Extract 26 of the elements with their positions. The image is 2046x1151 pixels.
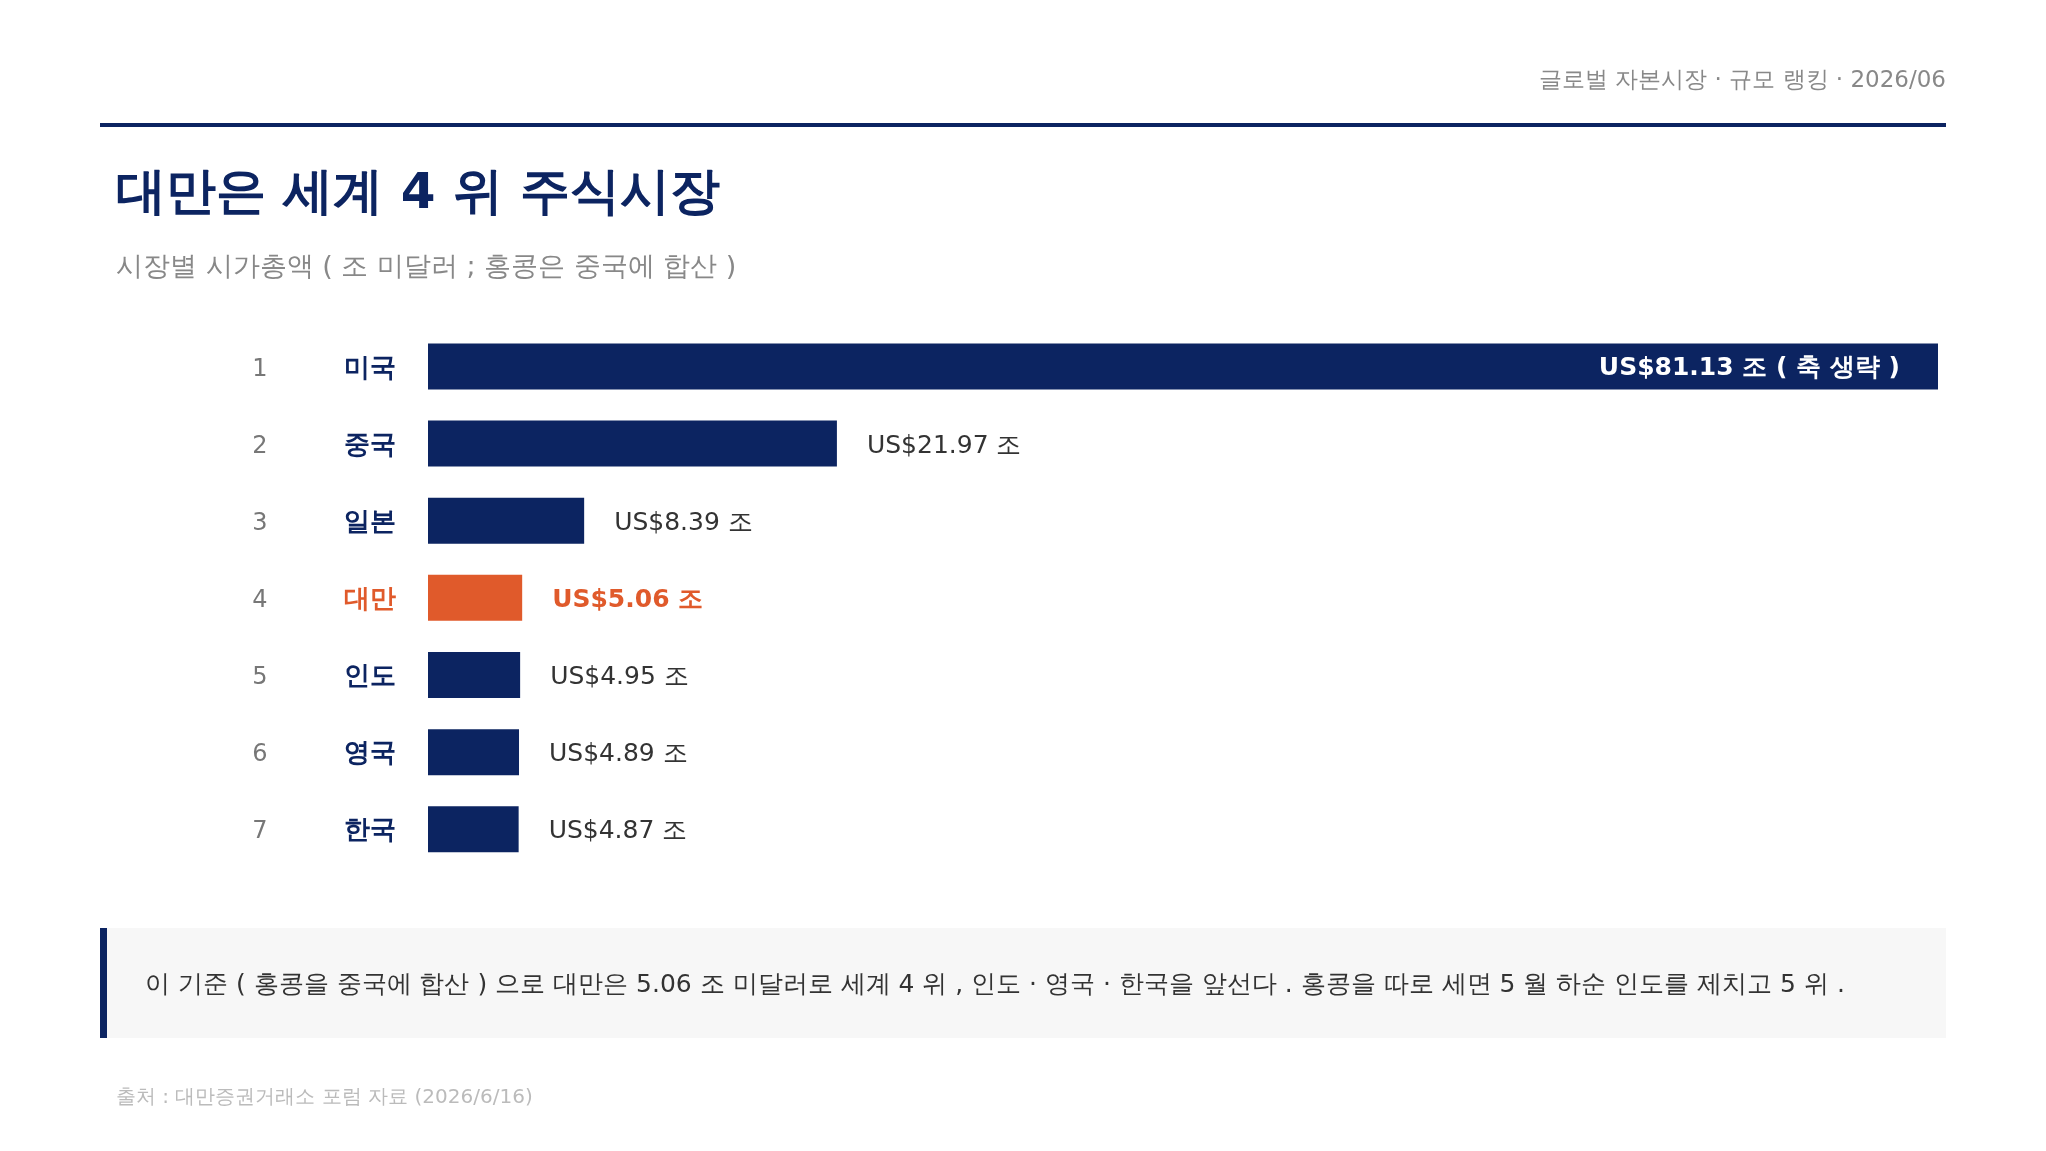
bar [428, 806, 519, 853]
bar [428, 729, 520, 776]
text: 글로벌 자본시장 · 규모 랭킹 · 2026/06 [1538, 65, 1946, 94]
category-label: 5 인도 [252, 660, 396, 691]
data-label: US$4.89 조 [549, 738, 688, 768]
category-label: 1 미국 [252, 351, 396, 382]
category-label: 2 중국 [252, 428, 396, 459]
bar [428, 420, 837, 467]
data-label: US$8.39 조 [614, 506, 753, 536]
bar [428, 497, 585, 544]
category-label: 7 한국 [252, 814, 396, 845]
bar [428, 343, 1938, 390]
chart-title: 대만은 세계 4 위 주식시장 [116, 161, 721, 222]
chart-subtitle: 시장별 시가총액 ( 조 미달러 ; 홍콩은 중국에 합산 ) [116, 249, 737, 283]
source-note: 출처 : 대만증권거래소 포럼 자료 (2026/6/16) [116, 1083, 533, 1110]
bar [428, 574, 523, 621]
category-label: 6 영국 [252, 737, 396, 768]
bar [428, 652, 521, 698]
data-label: US$5.06 조 [552, 583, 704, 613]
category-label: 3 일본 [252, 505, 396, 536]
text: 이 기준 ( 홍콩을 중국에 합산 ) 으로 대만은 5.06 조 미달러로 세계 4 위 , 인도 · 영국 · 한국을 앞선다 . 홍콩을 따로 세면 5 월 하순 인도를 제치고 5 위 . [100, 928, 1946, 1038]
data-label: US$21.97 조 [866, 429, 1022, 459]
category-label: 4 대만 [252, 583, 396, 613]
data-label: US$4.95 조 [550, 661, 689, 690]
data-label: US$4.87 조 [548, 815, 688, 845]
data-label: US$81.13 조 ( 축 생략 ) [1598, 352, 1900, 382]
